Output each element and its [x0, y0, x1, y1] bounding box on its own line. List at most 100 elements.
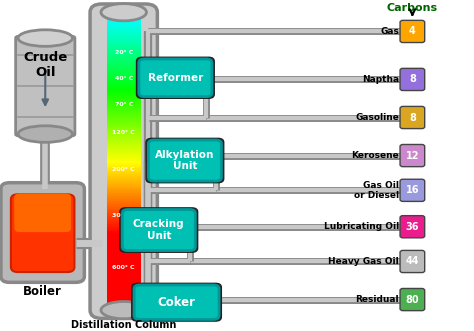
Text: 300° C: 300° C — [112, 213, 135, 218]
Text: 600° C: 600° C — [112, 264, 135, 269]
Bar — [107, 56, 141, 58]
Bar — [107, 271, 141, 274]
FancyBboxPatch shape — [139, 59, 212, 97]
Bar — [107, 241, 141, 243]
Bar — [107, 48, 141, 51]
Text: 16: 16 — [406, 185, 419, 195]
Bar — [107, 182, 141, 184]
FancyBboxPatch shape — [400, 216, 425, 238]
Bar — [107, 83, 141, 85]
Bar — [107, 151, 141, 154]
Bar — [107, 50, 141, 53]
Text: Gas: Gas — [380, 27, 399, 36]
Bar — [107, 117, 141, 119]
Bar — [107, 269, 141, 272]
Bar — [107, 37, 141, 39]
Bar — [107, 144, 141, 146]
Bar — [107, 188, 141, 190]
FancyBboxPatch shape — [137, 57, 214, 98]
Bar — [107, 130, 141, 133]
Bar — [107, 178, 141, 180]
Bar — [107, 66, 141, 68]
Text: 20° C: 20° C — [115, 50, 133, 55]
Bar — [107, 104, 141, 106]
Bar — [107, 170, 141, 173]
Text: Cracking
Unit: Cracking Unit — [133, 219, 184, 241]
Bar — [107, 106, 141, 108]
Bar — [107, 260, 141, 262]
Bar — [107, 125, 141, 127]
Bar — [107, 119, 141, 121]
Text: Crude
Oil: Crude Oil — [23, 51, 67, 79]
Text: Residual: Residual — [356, 295, 399, 304]
Bar — [107, 292, 141, 295]
Text: 12: 12 — [406, 151, 419, 161]
Text: 44: 44 — [406, 257, 419, 266]
Bar — [107, 79, 141, 81]
Bar — [107, 209, 141, 211]
Bar — [107, 283, 141, 285]
Bar — [107, 191, 141, 194]
Bar — [107, 18, 141, 20]
Bar — [107, 92, 141, 94]
Text: 4: 4 — [409, 26, 416, 36]
Bar — [107, 39, 141, 41]
Bar — [107, 258, 141, 260]
Bar — [107, 81, 141, 83]
FancyBboxPatch shape — [400, 69, 425, 90]
Text: 8: 8 — [409, 74, 416, 84]
Bar — [107, 121, 141, 123]
FancyBboxPatch shape — [1, 183, 84, 282]
FancyBboxPatch shape — [90, 4, 157, 318]
Bar — [107, 134, 141, 136]
FancyBboxPatch shape — [400, 21, 425, 43]
Bar — [107, 287, 141, 289]
Bar — [107, 96, 141, 98]
Bar — [107, 27, 141, 30]
Bar — [107, 113, 141, 116]
Bar — [107, 109, 141, 112]
Bar — [107, 189, 141, 192]
Bar — [107, 186, 141, 188]
Bar — [107, 180, 141, 182]
Bar — [107, 25, 141, 28]
Bar — [107, 161, 141, 163]
Text: 36: 36 — [406, 222, 419, 232]
FancyBboxPatch shape — [400, 144, 425, 166]
Bar — [107, 249, 141, 251]
Bar — [107, 54, 141, 56]
Bar — [107, 197, 141, 199]
Bar — [107, 228, 141, 230]
Bar — [107, 166, 141, 169]
Bar — [107, 291, 141, 293]
Bar — [107, 24, 141, 26]
Bar — [107, 243, 141, 245]
Bar — [107, 216, 141, 218]
Bar — [107, 251, 141, 253]
Bar — [107, 165, 141, 167]
Bar — [107, 155, 141, 157]
Bar — [107, 20, 141, 22]
Bar — [107, 237, 141, 239]
Bar — [107, 62, 141, 64]
Text: Kerosene: Kerosene — [351, 151, 399, 160]
Bar — [107, 85, 141, 87]
Bar — [107, 281, 141, 283]
Ellipse shape — [18, 30, 73, 46]
Bar — [107, 159, 141, 161]
Bar — [107, 88, 141, 91]
FancyBboxPatch shape — [132, 283, 221, 321]
Text: Lubricating Oil: Lubricating Oil — [324, 222, 399, 231]
Bar — [107, 222, 141, 224]
Bar — [107, 102, 141, 104]
FancyBboxPatch shape — [400, 250, 425, 273]
Bar — [107, 195, 141, 197]
Bar — [107, 58, 141, 60]
Bar — [107, 163, 141, 165]
Bar — [107, 285, 141, 287]
FancyBboxPatch shape — [400, 106, 425, 128]
Bar — [107, 266, 141, 268]
Bar — [107, 233, 141, 236]
Text: Naptha: Naptha — [362, 75, 399, 84]
Bar — [107, 168, 141, 171]
